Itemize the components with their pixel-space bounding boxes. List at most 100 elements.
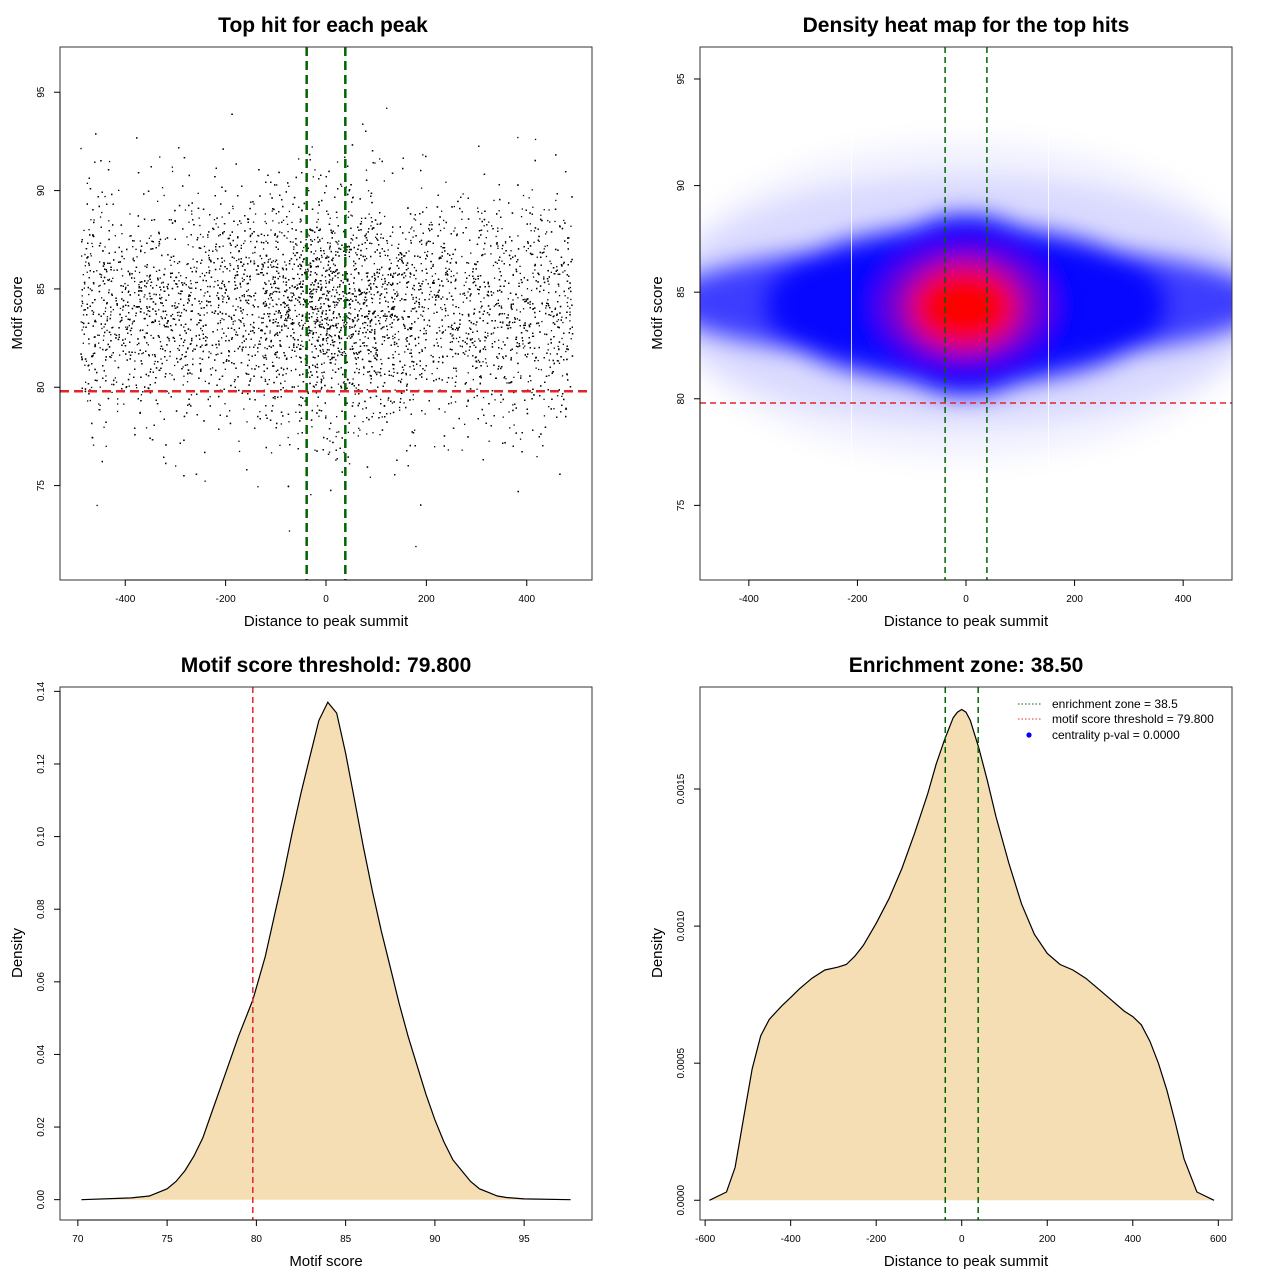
- scatter-point: [216, 250, 218, 252]
- scatter-point: [343, 324, 345, 326]
- scatter-point: [147, 280, 149, 282]
- scatter-point: [175, 307, 177, 309]
- scatter-point: [476, 367, 478, 369]
- scatter-point: [285, 264, 287, 266]
- scatter-point: [355, 387, 357, 389]
- scatter-point: [512, 299, 514, 301]
- scatter-point: [429, 240, 431, 243]
- scatter-point: [347, 299, 349, 301]
- scatter-point: [97, 334, 99, 336]
- scatter-point: [132, 257, 134, 259]
- scatter-point: [322, 348, 324, 351]
- scatter-point: [444, 304, 446, 306]
- scatter-point: [272, 220, 274, 222]
- scatter-point: [480, 307, 482, 309]
- scatter-point: [275, 318, 277, 320]
- scatter-point: [371, 297, 373, 299]
- scatter-point: [313, 386, 315, 388]
- scatter-point: [166, 390, 168, 392]
- scatter-point: [412, 298, 414, 300]
- scatter-point: [277, 267, 279, 269]
- scatter-point: [482, 361, 484, 363]
- scatter-point: [136, 256, 138, 258]
- scatter-point: [392, 306, 395, 308]
- scatter-point: [384, 215, 386, 218]
- scatter-point: [325, 415, 327, 417]
- scatter-point: [503, 313, 506, 315]
- scatter-point: [238, 440, 240, 442]
- scatter-point: [390, 262, 392, 264]
- scatter-point: [373, 263, 375, 265]
- scatter-point: [528, 197, 530, 199]
- scatter-point: [106, 348, 108, 350]
- scatter-point: [432, 263, 434, 266]
- scatter-point: [556, 320, 558, 323]
- scatter-point: [264, 347, 266, 349]
- scatter-point: [405, 238, 407, 240]
- scatter-point: [389, 412, 392, 415]
- scatter-point: [468, 288, 470, 290]
- scatter-point: [265, 292, 268, 294]
- scatter-point: [436, 367, 438, 370]
- scatter-point: [376, 268, 378, 271]
- scatter-point: [331, 336, 333, 338]
- scatter-point: [354, 295, 356, 297]
- scatter-point: [90, 255, 92, 257]
- scatter-point: [191, 210, 193, 212]
- scatter-point: [385, 288, 388, 290]
- scatter-point: [320, 306, 322, 308]
- scatter-point: [338, 336, 340, 339]
- scatter-point: [501, 260, 503, 262]
- scatter-point: [473, 344, 475, 346]
- scatter-point: [454, 329, 457, 331]
- scatter-point: [182, 345, 184, 347]
- scatter-point: [410, 228, 412, 230]
- scatter-point: [435, 338, 438, 340]
- scatter-point: [441, 251, 443, 253]
- scatter-point: [320, 380, 322, 383]
- scatter-point: [450, 275, 452, 278]
- scatter-point: [226, 301, 228, 304]
- scatter-point: [400, 381, 402, 384]
- scatter-point: [253, 203, 255, 205]
- scatter-point: [249, 275, 251, 277]
- scatter-point: [96, 504, 98, 507]
- scatter-point: [159, 277, 161, 279]
- scatter-point: [265, 240, 267, 242]
- scatter-point: [272, 260, 274, 262]
- scatter-point: [505, 378, 507, 380]
- scatter-point: [449, 341, 451, 343]
- scatter-point: [135, 248, 137, 250]
- scatter-point: [179, 358, 181, 361]
- scatter-point: [373, 272, 375, 275]
- scatter-point: [348, 335, 350, 337]
- scatter-point: [328, 248, 331, 250]
- scatter-point: [213, 286, 215, 288]
- scatter-point: [558, 285, 560, 287]
- scatter-point: [316, 405, 319, 407]
- scatter-point: [98, 403, 100, 405]
- scatter-point: [394, 389, 396, 391]
- scatter-point: [492, 264, 495, 267]
- scatter-point: [497, 357, 499, 359]
- scatter-point: [319, 240, 321, 242]
- scatter-point: [374, 278, 377, 280]
- scatter-point: [385, 320, 387, 322]
- scatter-point: [171, 330, 174, 332]
- scatter-point: [338, 431, 340, 433]
- scatter-point: [409, 352, 411, 354]
- scatter-point: [234, 320, 236, 322]
- scatter-point: [180, 312, 183, 314]
- scatter-point: [140, 394, 143, 396]
- scatter-point: [371, 318, 373, 321]
- scatter-point: [379, 223, 381, 225]
- scatter-point: [311, 426, 313, 428]
- scatter-point: [320, 382, 322, 384]
- scatter-point: [230, 252, 232, 254]
- scatter-point: [420, 314, 422, 316]
- scatter-point: [549, 221, 551, 223]
- scatter-point: [412, 296, 414, 299]
- scatter-point: [295, 411, 297, 413]
- scatter-point: [527, 381, 529, 383]
